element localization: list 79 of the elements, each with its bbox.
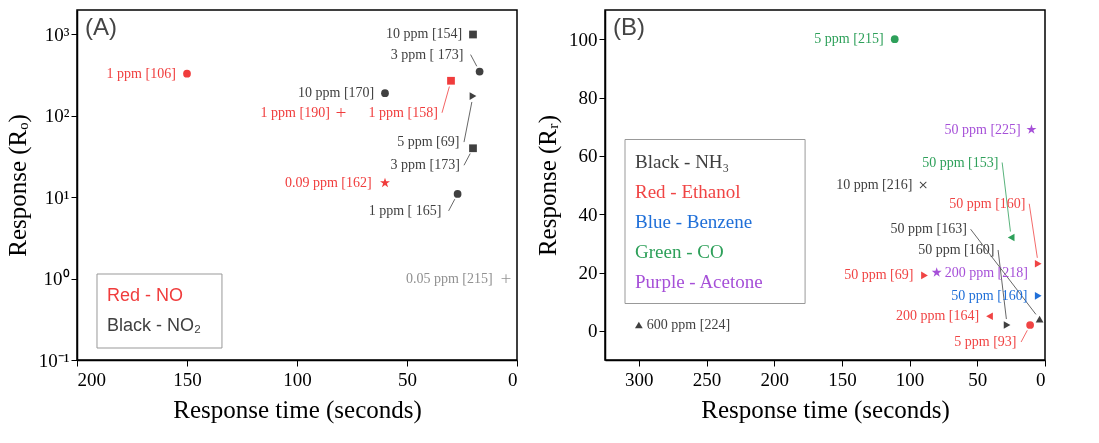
text: Green - CO: [635, 240, 724, 262]
text: Red - NO: [107, 285, 184, 305]
annotation: 0.05 ppm [215]: [405, 270, 493, 286]
point: [469, 144, 477, 153]
annotation: 50 ppm [160]: [949, 195, 1026, 211]
y-tick-label: 0: [588, 320, 598, 342]
point: [469, 30, 477, 39]
x-tick-label: 150: [173, 368, 202, 390]
y-tick-label: 10⁰: [43, 268, 70, 290]
y-tick-label: 40: [578, 203, 598, 225]
y-tick-label: 10²: [44, 105, 70, 127]
annotation: 50 ppm [69]: [844, 267, 914, 283]
point: [475, 67, 484, 76]
y-tick-label: 60: [578, 145, 598, 167]
annotation: 0.09 ppm [162]: [284, 174, 372, 190]
x-tick-label: 100: [895, 368, 925, 390]
point: [1034, 259, 1042, 268]
x-tick-label: 50: [968, 368, 988, 390]
x-tick-label: 200: [77, 368, 106, 390]
chart-title: (B): [613, 13, 645, 40]
text: Purple - Acetone: [635, 270, 763, 292]
point: [986, 312, 993, 321]
y-tick-label: 10⁻¹: [38, 349, 70, 371]
annotation: 10 ppm [170]: [298, 85, 375, 101]
annotation: 1 ppm [158]: [368, 104, 438, 120]
point: [1026, 124, 1037, 134]
y-tick-label: 80: [578, 87, 598, 108]
point: [890, 35, 899, 44]
y-tick-label: 100: [569, 28, 598, 50]
point: [381, 89, 389, 98]
annotation: 200 ppm [218]: [944, 264, 1028, 280]
text: Blue - Benzene: [635, 210, 753, 232]
x-tick-label: 0: [508, 368, 518, 390]
x-tick-label: 200: [760, 368, 789, 390]
text: Red - Ethanol: [635, 180, 741, 202]
x-tick-label: 300: [625, 368, 654, 390]
x-tick-label: 250: [692, 368, 722, 390]
annotation: 3 ppm [173]: [390, 157, 460, 173]
point: [1034, 291, 1042, 300]
text: Black - NH₃: [635, 150, 730, 172]
annotation: 50 ppm [153]: [922, 154, 999, 170]
y-axis-title: Response (Rᵣ): [534, 114, 562, 257]
annotation: 10 ppm [154]: [386, 26, 463, 42]
y-tick-label: 10¹: [44, 186, 70, 208]
point: [183, 69, 191, 78]
annotation: 1 ppm [190]: [260, 104, 330, 120]
point: [931, 267, 942, 277]
point: [1035, 315, 1044, 323]
point: [921, 271, 928, 280]
annotation: 3 ppm [ 173]: [390, 46, 464, 62]
annotation: 50 ppm [160]: [918, 242, 995, 257]
point: [1007, 233, 1015, 242]
annotation: 50 ppm [225]: [944, 121, 1021, 137]
x-tick-label: 150: [828, 368, 857, 390]
annotation: 600 ppm [224]: [646, 317, 731, 332]
annotation: 5 ppm [215]: [814, 31, 884, 47]
annotation: 1 ppm [ 165]: [368, 202, 442, 218]
x-axis-title: Response time (seconds): [701, 395, 950, 424]
annotation: 50 ppm [160]: [951, 287, 1028, 303]
text: Black - NO₂: [107, 315, 202, 335]
point: [1003, 321, 1011, 329]
annotation: 10 ppm [216]: [836, 177, 913, 192]
annotation: 5 ppm [93]: [954, 334, 1017, 349]
annotation: 1 ppm [106]: [106, 65, 176, 81]
x-axis-title: Response time (seconds): [173, 395, 422, 424]
point: [447, 76, 455, 85]
x-tick-label: 50: [398, 368, 417, 390]
annotation: 200 ppm [164]: [895, 308, 980, 324]
y-axis-title: Response (Rₒ): [3, 114, 32, 257]
point: [453, 190, 462, 198]
x-tick-label: 100: [283, 368, 312, 390]
y-tick-label: 10³: [44, 24, 70, 45]
point: [1026, 321, 1034, 329]
x-tick-label: 0: [1036, 368, 1046, 390]
y-tick-label: 20: [578, 262, 598, 283]
annotation: 5 ppm [69]: [397, 134, 460, 150]
point: [380, 177, 390, 188]
annotation: 50 ppm [163]: [890, 221, 967, 237]
chart-title: (A): [85, 13, 117, 40]
